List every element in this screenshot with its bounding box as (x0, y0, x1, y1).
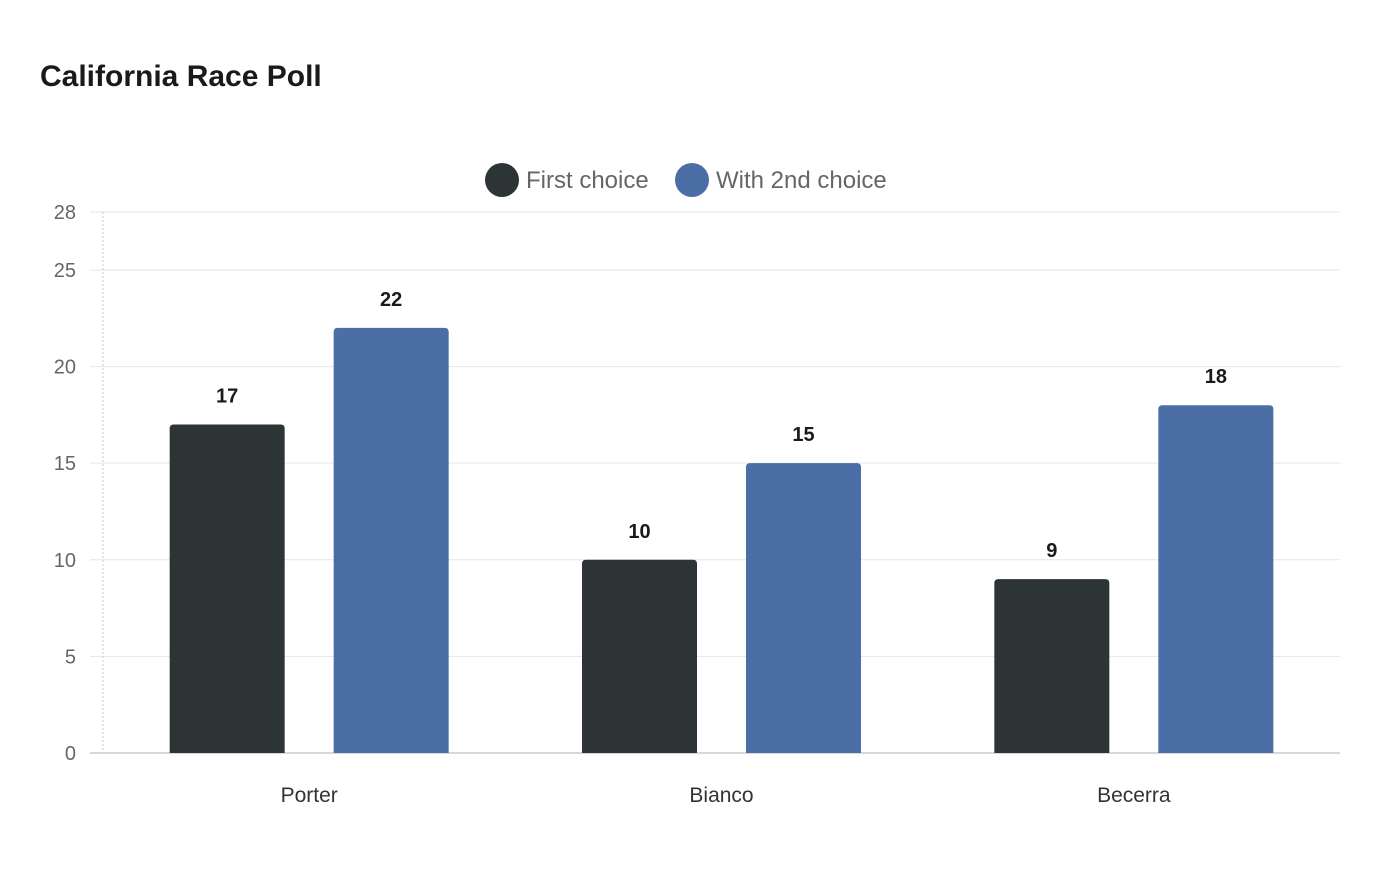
y-tick-label: 0 (65, 743, 76, 765)
legend-label[interactable]: With 2nd choice (716, 167, 887, 194)
data-label: 18 (1205, 366, 1227, 388)
bar[interactable] (582, 559, 697, 753)
bar[interactable] (333, 327, 449, 753)
y-tick-label: 5 (65, 646, 76, 668)
legend-marker[interactable] (485, 163, 519, 197)
bar[interactable] (994, 579, 1110, 753)
bar[interactable] (1158, 405, 1274, 753)
legend-marker[interactable] (675, 163, 709, 197)
legend-label[interactable]: First choice (526, 167, 649, 194)
bar[interactable] (169, 424, 285, 753)
data-label: 10 (628, 521, 650, 543)
x-tick-label: Bianco (689, 784, 753, 807)
y-tick-label: 15 (54, 453, 76, 475)
data-label: 15 (792, 424, 814, 446)
y-tick-label: 25 (54, 260, 76, 282)
y-tick-label: 20 (54, 357, 76, 379)
x-tick-label: Porter (281, 784, 338, 807)
y-tick-label: 10 (54, 550, 76, 572)
data-label: 22 (380, 289, 402, 311)
x-tick-label: Becerra (1097, 784, 1171, 807)
data-label: 17 (216, 386, 238, 408)
y-tick-label: 28 (54, 202, 76, 224)
bar[interactable] (746, 463, 861, 753)
chart-title: California Race Poll (40, 60, 322, 93)
data-label: 9 (1046, 540, 1057, 562)
